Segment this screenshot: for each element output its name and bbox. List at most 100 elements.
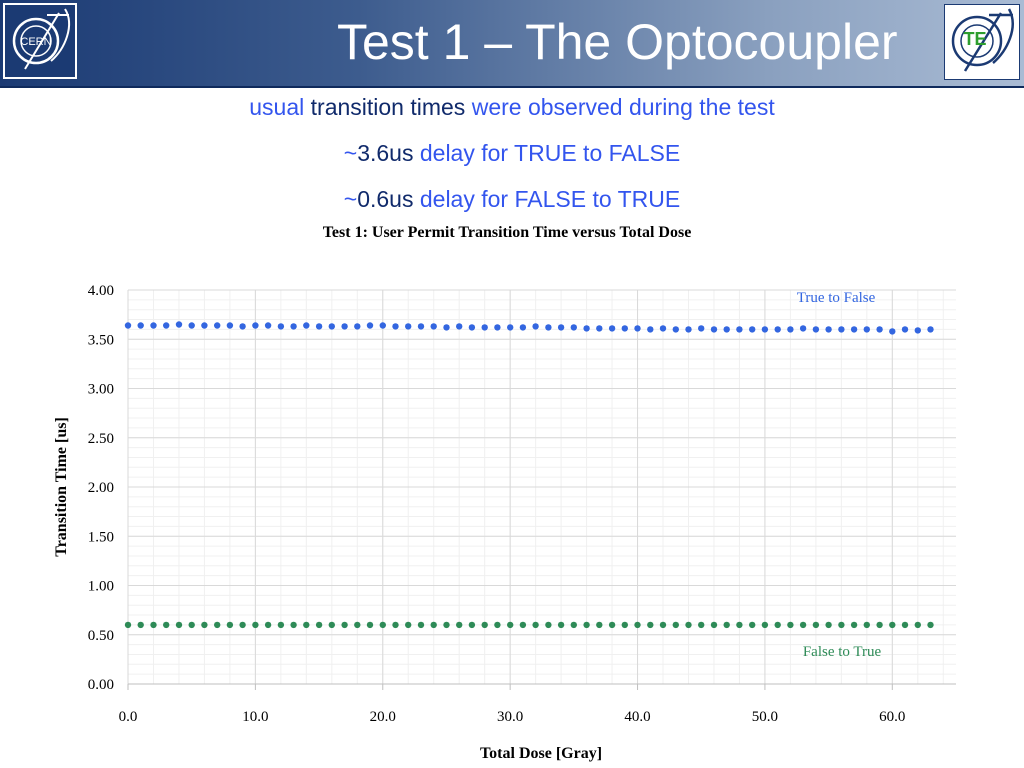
transition-time-chart: Test 1: User Permit Transition Time vers… xyxy=(53,224,956,762)
data-point xyxy=(838,621,845,629)
data-point xyxy=(519,324,527,331)
delay-ft-value: 0.6us xyxy=(357,186,414,212)
data-point xyxy=(901,621,909,629)
data-point xyxy=(392,323,399,330)
data-point xyxy=(519,621,527,629)
data-point xyxy=(188,322,195,329)
data-point xyxy=(557,324,565,331)
chart-title: Test 1: User Permit Transition Time vers… xyxy=(323,224,692,241)
data-point xyxy=(749,326,756,333)
data-point xyxy=(303,322,310,329)
data-point xyxy=(226,621,234,629)
data-point xyxy=(596,621,603,629)
delay-tf-text: delay for TRUE to FALSE xyxy=(413,140,681,166)
data-point xyxy=(749,621,756,629)
x-tick-label: 60.0 xyxy=(879,709,905,725)
data-point xyxy=(507,621,514,629)
data-point xyxy=(277,323,285,330)
data-point xyxy=(456,323,463,330)
data-point xyxy=(583,325,590,332)
x-tick-label: 10.0 xyxy=(242,709,268,725)
data-point xyxy=(290,621,297,629)
data-point xyxy=(761,326,769,333)
delay-tf-prefix: ~ xyxy=(343,140,358,166)
data-point xyxy=(850,621,858,629)
x-tick-label: 20.0 xyxy=(370,709,396,725)
data-point xyxy=(736,326,743,333)
data-point xyxy=(354,621,361,629)
y-tick-label: 1.00 xyxy=(88,579,114,595)
data-point xyxy=(214,322,221,329)
data-point xyxy=(137,621,144,629)
cern-logo-graphic: CERN xyxy=(12,8,70,70)
data-point xyxy=(570,621,577,629)
data-point xyxy=(621,621,628,629)
x-tick-labels: 0.0 10.0 20.0 30.0 40.0 50.0 60.0 xyxy=(119,709,906,725)
data-point xyxy=(787,326,794,333)
series-label-false-to-true: False to True xyxy=(803,644,882,660)
data-point xyxy=(723,621,730,629)
data-point xyxy=(188,621,195,629)
x-tick-label: 50.0 xyxy=(752,709,778,725)
data-point xyxy=(736,621,743,629)
data-point xyxy=(710,621,718,629)
data-point xyxy=(137,322,144,329)
data-point xyxy=(124,322,132,329)
data-point xyxy=(290,323,297,330)
data-point xyxy=(838,326,845,333)
data-point xyxy=(201,621,208,629)
delay-false-to-true-line: ~0.6us delay for FALSE to TRUE xyxy=(0,185,1024,213)
data-point xyxy=(150,621,157,629)
data-point xyxy=(812,621,820,629)
data-point xyxy=(863,326,870,333)
y-tick-label: 2.00 xyxy=(88,480,114,496)
data-point xyxy=(456,621,463,629)
cern-logo-text: CERN xyxy=(20,36,51,48)
data-point xyxy=(226,322,234,329)
data-point xyxy=(685,621,692,629)
data-point xyxy=(315,621,323,629)
data-point xyxy=(303,621,310,629)
data-point xyxy=(252,322,259,329)
data-point xyxy=(647,621,654,629)
te-logo-text: TE xyxy=(963,29,986,49)
observation-text-a: usual xyxy=(249,94,311,120)
data-point xyxy=(124,621,132,629)
data-point xyxy=(468,324,476,331)
data-point xyxy=(405,323,412,330)
data-point xyxy=(417,621,425,629)
data-point xyxy=(570,324,577,331)
data-point xyxy=(710,326,718,333)
data-point xyxy=(914,327,921,334)
y-tick-label: 0.50 xyxy=(88,628,114,644)
data-point xyxy=(443,324,450,331)
data-point xyxy=(252,621,259,629)
data-point xyxy=(507,324,514,331)
slide-title: Test 1 – The Optocoupler xyxy=(337,14,898,70)
x-tick-label: 30.0 xyxy=(497,709,523,725)
data-point xyxy=(723,326,730,333)
data-point xyxy=(163,322,170,329)
data-point xyxy=(799,621,807,629)
data-point xyxy=(532,323,539,330)
delay-ft-prefix: ~ xyxy=(343,186,358,212)
data-point xyxy=(545,324,552,331)
data-point xyxy=(927,326,934,333)
data-point xyxy=(685,326,692,333)
data-point xyxy=(889,328,896,335)
delay-true-to-false-line: ~3.6us delay for TRUE to FALSE xyxy=(0,139,1024,167)
data-point xyxy=(774,621,781,629)
data-point xyxy=(647,326,654,333)
data-point xyxy=(175,621,183,629)
data-point xyxy=(366,322,374,329)
te-logo-graphic: TE xyxy=(951,8,1014,72)
y-tick-label: 1.50 xyxy=(88,529,114,545)
data-point xyxy=(315,323,323,330)
y-tick-label: 4.00 xyxy=(88,283,114,299)
data-point xyxy=(163,621,170,629)
data-point xyxy=(341,323,348,330)
data-point xyxy=(264,322,272,329)
data-point xyxy=(557,621,565,629)
data-point xyxy=(583,621,590,629)
data-point xyxy=(354,323,361,330)
